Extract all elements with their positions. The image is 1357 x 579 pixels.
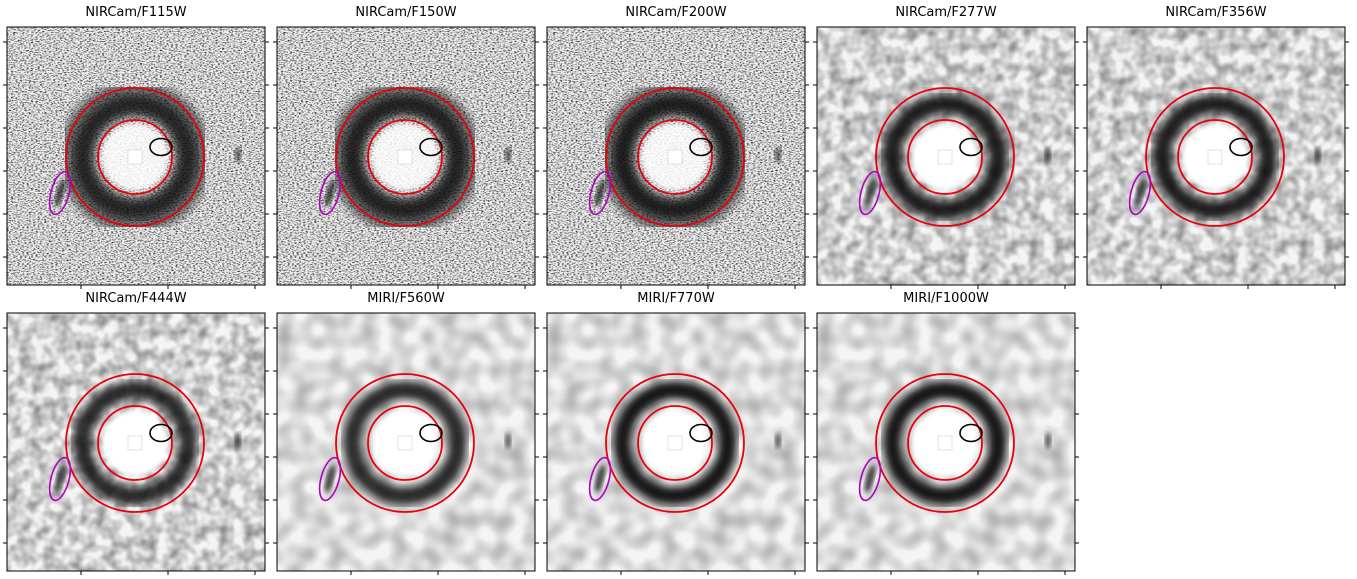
image [277, 313, 535, 571]
panel-title: NIRCam/F115W [85, 5, 186, 20]
image-panel [813, 27, 1079, 289]
core-mask [128, 150, 142, 164]
source [235, 433, 241, 449]
source [775, 147, 781, 163]
image [547, 313, 805, 571]
image-panel [273, 27, 539, 289]
image [817, 313, 1075, 571]
source [1045, 433, 1051, 449]
image [547, 27, 805, 285]
image [1087, 27, 1345, 285]
image [817, 27, 1075, 285]
panel-title: MIRI/F560W [367, 291, 445, 306]
core-mask [668, 150, 682, 164]
image-panel [543, 313, 809, 575]
source [505, 147, 511, 163]
core-mask [1208, 150, 1222, 164]
image [277, 27, 535, 285]
figure: NIRCam/F115W NIRCam/F150W NIRCam/F200W NIRC… [0, 0, 1357, 579]
core-mask [398, 436, 412, 450]
source [235, 147, 241, 163]
image-panel [273, 313, 539, 575]
image-panel [3, 313, 269, 575]
image [7, 27, 265, 285]
panel-title: NIRCam/F200W [625, 5, 726, 20]
panel-title: NIRCam/F277W [895, 5, 996, 20]
image-panel [543, 27, 809, 289]
panel-title: NIRCam/F356W [1165, 5, 1266, 20]
image [7, 313, 265, 571]
panel-title: MIRI/F1000W [903, 291, 989, 306]
image-panel [1083, 27, 1349, 289]
source [505, 433, 511, 449]
panel-title: NIRCam/F444W [85, 291, 186, 306]
panel-title: NIRCam/F150W [355, 5, 456, 20]
panel-title: MIRI/F770W [637, 291, 715, 306]
core-mask [128, 436, 142, 450]
source [1315, 147, 1321, 163]
core-mask [938, 150, 952, 164]
core-mask [398, 150, 412, 164]
source [1045, 147, 1051, 163]
image-panel [813, 313, 1079, 575]
core-mask [668, 436, 682, 450]
image-panel [3, 27, 269, 289]
source [775, 433, 781, 449]
core-mask [938, 436, 952, 450]
